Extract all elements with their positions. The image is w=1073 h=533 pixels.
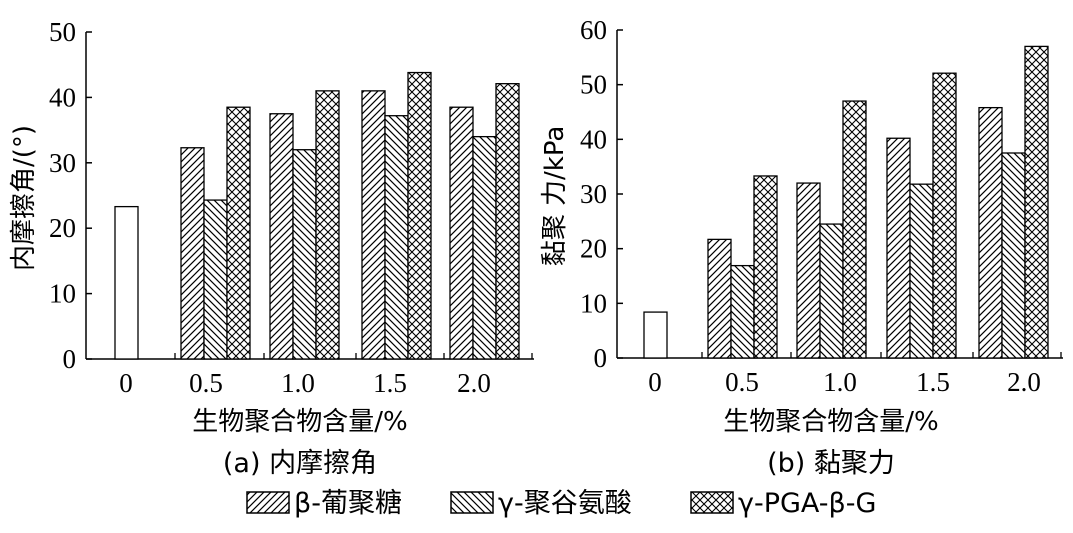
bar-series-1 xyxy=(886,137,911,359)
y-tick-label: 60 xyxy=(580,15,607,45)
bar-series-1 xyxy=(796,182,821,359)
x-tick-label: 1.0 xyxy=(281,368,315,398)
x-tick-label: 0.5 xyxy=(725,367,759,397)
chart-cohesion: 0 10 20 30 40 50 60 0 0.5 1.0 1.5 2.0 黏聚 力/kPa 生物聚… xyxy=(540,15,1063,479)
bar-series-2 xyxy=(472,135,497,360)
x-tick-label: 0.5 xyxy=(189,368,223,398)
y-tick-label: 0 xyxy=(594,343,608,373)
y-tick-label: 10 xyxy=(580,288,607,318)
legend-label-gamma-pga: γ-聚谷氨酸 xyxy=(498,488,632,519)
chart-a-caption: (a) 内摩擦角 xyxy=(223,448,377,479)
chart-a-y-axis-title: 内摩擦角/(°) xyxy=(9,125,39,271)
chart-b-bars xyxy=(643,45,1049,359)
y-tick-label: 30 xyxy=(580,179,607,209)
bar-series-2 xyxy=(1001,152,1026,359)
chart-internal-friction-angle: 0 10 20 30 40 50 0 0.5 1.0 1.5 2.0 内摩擦角/(°) 生物聚合物… xyxy=(9,17,534,479)
bar-series-3 xyxy=(407,71,432,360)
bar-series-3 xyxy=(226,106,251,360)
bar-series-2 xyxy=(292,149,317,360)
bar-series-2 xyxy=(730,264,755,359)
bar-series-2 xyxy=(819,223,844,359)
y-tick-label: 10 xyxy=(49,279,76,309)
bar-series-2 xyxy=(909,183,934,359)
chart-a-x-axis-title: 生物聚合物含量/% xyxy=(192,407,407,437)
bar-series-2 xyxy=(203,199,228,360)
y-tick-label: 50 xyxy=(580,70,607,100)
legend-label-gamma-pga-beta-g: γ-PGA-β-G xyxy=(738,488,876,519)
chart-b-caption: (b) 黏聚力 xyxy=(767,448,895,479)
legend-label-beta-glucan: β-葡聚糖 xyxy=(294,488,402,519)
y-tick-label: 40 xyxy=(49,82,76,112)
y-tick-label: 50 xyxy=(49,17,76,47)
bar-series-1 xyxy=(180,147,205,360)
bar-control xyxy=(643,311,668,359)
chart-b-x-ticks: 0 0.5 1.0 1.5 2.0 xyxy=(648,352,1062,397)
y-tick-label: 0 xyxy=(63,344,77,374)
x-tick-label: 0 xyxy=(119,368,133,398)
bar-series-1 xyxy=(361,90,386,360)
bar-series-1 xyxy=(269,113,294,360)
bar-series-3 xyxy=(932,72,957,359)
y-tick-label: 20 xyxy=(49,213,76,243)
chart-a-x-ticks: 0 0.5 1.0 1.5 2.0 xyxy=(119,353,533,398)
legend: β-葡聚糖 γ-聚谷氨酸 γ-PGA-β-G xyxy=(246,488,876,519)
bar-series-1 xyxy=(449,106,474,360)
chart-b-y-axis-title: 黏聚 力/kPa xyxy=(540,126,570,267)
chart-b-x-axis-title: 生物聚合物含量/% xyxy=(723,407,938,437)
bar-series-2 xyxy=(384,115,409,360)
legend-swatch-beta-glucan xyxy=(246,491,290,514)
x-tick-label: 1.5 xyxy=(916,367,950,397)
bar-series-3 xyxy=(495,83,520,360)
y-tick-label: 20 xyxy=(580,234,607,264)
y-tick-label: 40 xyxy=(580,124,607,154)
legend-swatch-gamma-pga xyxy=(450,491,494,514)
bar-series-1 xyxy=(707,238,732,359)
y-tick-label: 30 xyxy=(49,148,76,178)
chart-b-y-ticks: 0 10 20 30 40 50 60 xyxy=(580,15,623,373)
x-tick-label: 2.0 xyxy=(1007,367,1041,397)
bar-series-3 xyxy=(1024,45,1049,359)
x-tick-label: 1.5 xyxy=(373,368,407,398)
bar-series-1 xyxy=(978,106,1003,359)
chart-a-bars xyxy=(114,71,520,360)
bar-series-3 xyxy=(315,90,340,360)
bar-series-3 xyxy=(753,175,778,359)
bar-control xyxy=(114,205,139,360)
x-tick-label: 0 xyxy=(648,367,662,397)
x-tick-label: 1.0 xyxy=(823,367,857,397)
chart-a-y-ticks: 0 10 20 30 40 50 xyxy=(49,17,92,374)
legend-swatch-gamma-pga-beta-g xyxy=(690,491,734,514)
bar-series-3 xyxy=(842,100,867,359)
x-tick-label: 2.0 xyxy=(457,368,491,398)
